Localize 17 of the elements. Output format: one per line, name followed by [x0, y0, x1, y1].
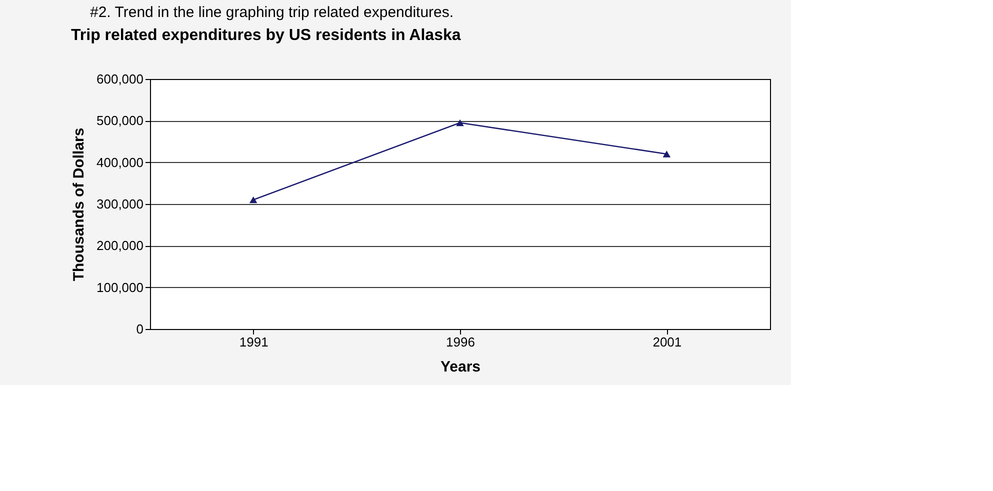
chart-title: Trip related expenditures by US residents in Alaska — [71, 27, 461, 44]
y-tick-label: 400,000 — [96, 154, 144, 170]
y-axis-title: Thousands of Dollars — [70, 128, 88, 282]
y-tick-label: 500,000 — [96, 113, 144, 128]
y-tick-label: 100,000 — [96, 280, 144, 295]
point — [456, 119, 464, 126]
text: #2. Trend in the line graphing trip related expenditures. — [90, 4, 454, 21]
point — [249, 196, 258, 204]
y-tick-label: 300,000 — [96, 196, 144, 212]
point — [662, 150, 671, 158]
y-tick-label: 200,000 — [96, 238, 144, 254]
y-tick-label: 600,000 — [96, 72, 144, 86]
x-axis-title: Years — [440, 358, 481, 376]
x-tick-label: 1991 — [239, 334, 268, 350]
y-tick-label: 0 — [136, 322, 144, 336]
x-tick-label: 2001 — [652, 334, 682, 350]
x-tick-label: 1996 — [446, 334, 475, 350]
